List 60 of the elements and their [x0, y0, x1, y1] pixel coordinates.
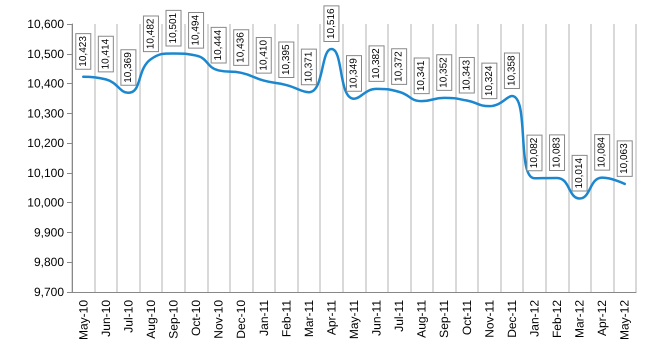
data-label: 10,082: [528, 137, 540, 168]
data-label: 10,410: [258, 40, 270, 71]
data-label: 10,369: [122, 52, 134, 83]
data-label: 10,341: [416, 60, 428, 92]
y-tick-label: 10,400: [27, 76, 64, 91]
data-label: 10,352: [438, 56, 450, 88]
x-tick-label: May-12: [618, 300, 632, 340]
data-label: 10,516: [326, 8, 337, 40]
data-label: 10,014: [574, 157, 586, 188]
x-tick-label: Jun-10: [98, 300, 113, 337]
y-tick-label: 9,700: [34, 285, 64, 299]
x-tick-label: Oct-11: [460, 300, 474, 336]
x-tick-label: Apr-12: [595, 300, 610, 336]
x-tick-label: May-10: [76, 300, 90, 340]
y-tick-label: 10,600: [27, 17, 64, 31]
x-tick-label: Nov-11: [482, 300, 496, 338]
data-label: 10,494: [190, 14, 202, 46]
x-tick-label: Feb-12: [550, 300, 564, 338]
x-tick-label: Aug-10: [144, 300, 158, 339]
data-label: 10,395: [280, 44, 292, 76]
y-tick-label: 9,900: [34, 225, 64, 240]
data-label: 10,482: [145, 18, 156, 50]
data-label: 10,423: [78, 36, 89, 67]
y-tick-label: 9,800: [34, 255, 64, 270]
x-tick-label: Jan-11: [256, 300, 271, 336]
data-label: 10,372: [394, 50, 405, 82]
x-tick-label: Sep-10: [166, 300, 181, 339]
x-tick-label: Apr-11: [324, 300, 338, 336]
data-label: 10,358: [506, 55, 518, 86]
x-tick-label: Oct-10: [189, 300, 204, 336]
x-tick-label: Dec-11: [504, 300, 519, 338]
x-tick-label: Jun-11: [370, 300, 384, 336]
data-label: 10,444: [213, 29, 224, 60]
y-tick-label: 10,300: [27, 106, 64, 120]
data-label: 10,084: [596, 136, 608, 168]
data-label: 10,343: [461, 60, 472, 91]
data-label: 10,371: [303, 51, 314, 82]
x-tick-label: Dec-10: [234, 300, 248, 339]
y-tick-label: 10,100: [27, 166, 64, 180]
x-tick-label: Sep-11: [437, 300, 452, 338]
data-label: 10,436: [236, 32, 247, 63]
x-tick-label: Jul-10: [121, 300, 136, 333]
x-tick-label: Jan-12: [527, 300, 542, 337]
x-tick-label: Feb-11: [279, 300, 294, 338]
y-tick-label: 10,500: [27, 46, 64, 61]
data-label: 10,063: [619, 142, 630, 174]
data-label: 10,349: [348, 58, 360, 89]
data-label: 10,382: [371, 48, 382, 79]
y-tick-label: 10,000: [27, 196, 64, 210]
x-tick-label: Jul-11: [392, 300, 406, 332]
data-label: 10,414: [100, 38, 112, 70]
data-label: 10,501: [168, 12, 180, 44]
x-tick-label: Aug-11: [414, 300, 429, 338]
x-tick-label: Nov-10: [212, 300, 226, 339]
x-tick-label: Mar-12: [572, 300, 587, 338]
data-label: 10,324: [484, 65, 495, 96]
x-tick-label: Mar-11: [302, 300, 316, 338]
y-tick-label: 10,200: [27, 136, 64, 150]
x-tick-label: May-11: [347, 300, 361, 340]
data-label: 10,083: [552, 136, 563, 168]
